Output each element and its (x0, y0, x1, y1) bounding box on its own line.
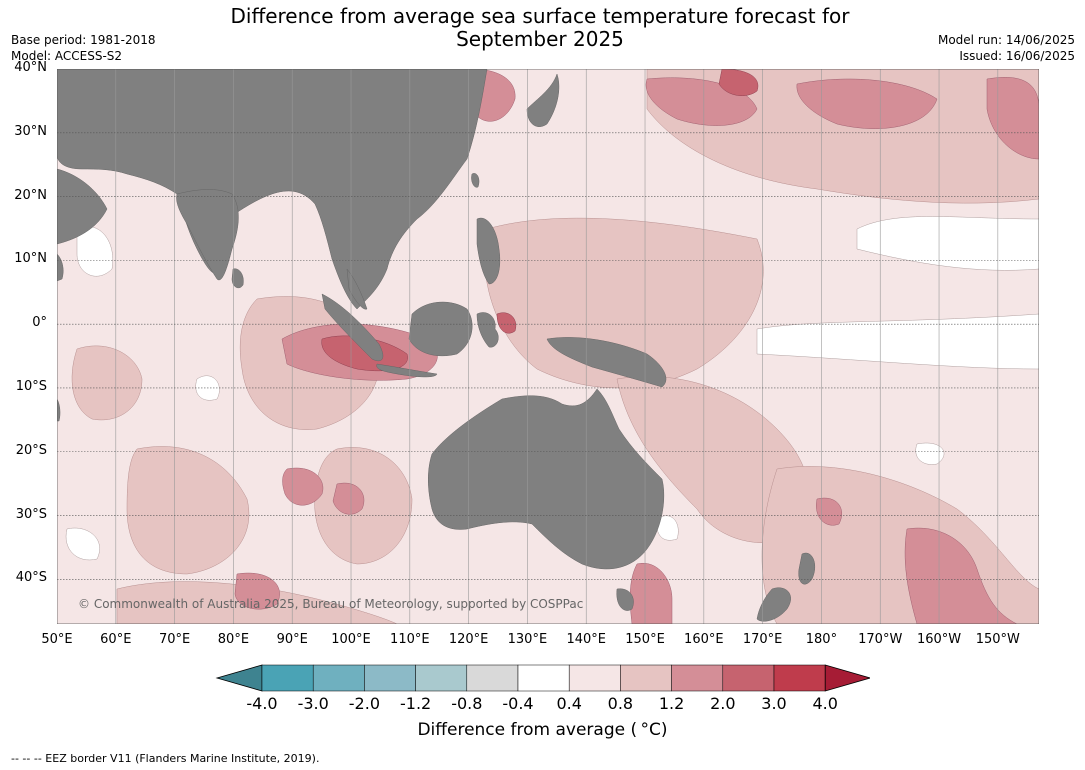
longitude-label: 130°E (507, 632, 548, 647)
colorbar-segment (568, 664, 621, 692)
malay-peninsula-landmass (346, 268, 368, 310)
model-run: Model run: 14/06/2025 (937, 33, 1075, 47)
africa-landmass (57, 253, 64, 282)
colorbar-segment (261, 664, 314, 692)
colorbar-segment (415, 664, 468, 692)
page-title: Difference from average sea surface temp… (180, 5, 900, 51)
latitude-label: 20°S (15, 442, 47, 458)
longitude-label: 120°E (448, 632, 489, 647)
colorbar-tick-label: -0.8 (451, 694, 483, 713)
colorbar-segment (671, 664, 724, 692)
latitude-label: 10°N (14, 251, 47, 267)
colorbar-title: Difference from average ( °C) (417, 720, 668, 740)
colorbar-tick-label: 2.0 (710, 694, 736, 713)
latitude-label: 20°N (14, 187, 47, 203)
run-info: Model run: 14/06/2025 Issued: 16/06/2025 (938, 32, 1075, 64)
latitude-label: 30°N (14, 123, 47, 139)
colorbar-min-arrow (215, 664, 263, 692)
colorbar-segment (466, 664, 519, 692)
colorbar-tick-label: 0.8 (607, 694, 634, 713)
longitude-label: 180° (805, 632, 838, 647)
latitude-label: 10°S (15, 378, 47, 394)
longitude-label: 50°E (41, 632, 73, 647)
colorbar (215, 664, 870, 692)
java-landmass (376, 363, 438, 378)
title-line-2: September 2025 (456, 27, 624, 51)
philippines-landmass (476, 217, 501, 285)
india-landmass (176, 189, 239, 281)
latitude-label: 40°N (14, 60, 47, 75)
longitude-label: 70°E (158, 632, 191, 647)
tasmania-landmass (616, 588, 634, 611)
longitude-label: 150°E (625, 632, 665, 647)
colorbar-segment (364, 664, 416, 692)
colorbar-max-arrow (824, 664, 870, 692)
colorbar-tick-label: 0.4 (556, 694, 582, 713)
colorbar-segment (773, 664, 826, 692)
sumatra-landmass (321, 293, 384, 362)
copyright-notice: © Commonwealth of Australia 2025, Bureau… (78, 597, 584, 611)
japan-landmass (526, 73, 560, 127)
sulawesi-landmass (476, 312, 499, 348)
colorbar-segment (722, 664, 775, 692)
longitude-label: 150°W (975, 632, 1020, 647)
land-masses (57, 69, 816, 622)
colorbar-tick-label: -2.0 (348, 694, 380, 713)
issued-date: Issued: 16/06/2025 (959, 49, 1075, 63)
longitude-label: 80°E (217, 632, 250, 647)
latitude-label: 0° (32, 315, 47, 331)
longitude-label: 110°E (390, 632, 430, 647)
sri-lanka-landmass (231, 268, 244, 289)
taiwan-landmass (471, 173, 480, 188)
latitude-label: 30°S (15, 506, 47, 522)
colorbar-tick-label: -0.4 (502, 694, 534, 713)
longitude-label: 140°E (566, 632, 606, 647)
anomaly-2.0-3.0-regions (321, 69, 759, 372)
base-period: Base period: 1981-2018 (11, 33, 156, 47)
longitude-label: 160°E (684, 632, 724, 647)
longitude-label: 100°E (331, 632, 371, 647)
latitude-label: 40°S (15, 570, 47, 586)
longitude-label: 60°E (100, 632, 132, 647)
model-name: Model: ACCESS-S2 (11, 49, 123, 63)
colorbar-segment (620, 664, 672, 692)
longitude-label: 160°W (916, 632, 962, 647)
longitude-label: 170°W (858, 632, 903, 647)
model-info: Base period: 1981-2018 Model: ACCESS-S2 (11, 32, 156, 64)
australia-landmass (428, 388, 665, 570)
asia-landmass (57, 69, 488, 310)
arabia-landmass (57, 168, 108, 245)
madagascar-landmass (57, 398, 61, 422)
gridlines (57, 69, 1039, 624)
colorbar-tick-label: 3.0 (761, 694, 787, 713)
footnote: -- -- -- EEZ border V11 (Flanders Marine… (11, 752, 320, 765)
colorbar-tick-label: 1.2 (658, 694, 685, 713)
colorbar-tick-label: -1.2 (399, 694, 432, 713)
longitude-label: 170°E (742, 632, 783, 647)
colorbar-tick-label: 4.0 (812, 694, 838, 713)
colorbar-segment (517, 664, 570, 692)
sst-anomaly-map (57, 69, 1039, 624)
colorbar-segment (312, 664, 365, 692)
new-zealand-landmass (798, 552, 816, 585)
title-line-1: Difference from average sea surface temp… (230, 4, 850, 28)
new-guinea-landmass (546, 337, 667, 388)
borneo-landmass (408, 301, 473, 357)
colorbar-tick-label: -3.0 (297, 694, 329, 713)
colorbar-tick-label: -4.0 (246, 694, 278, 713)
longitude-label: 90°E (276, 632, 308, 647)
